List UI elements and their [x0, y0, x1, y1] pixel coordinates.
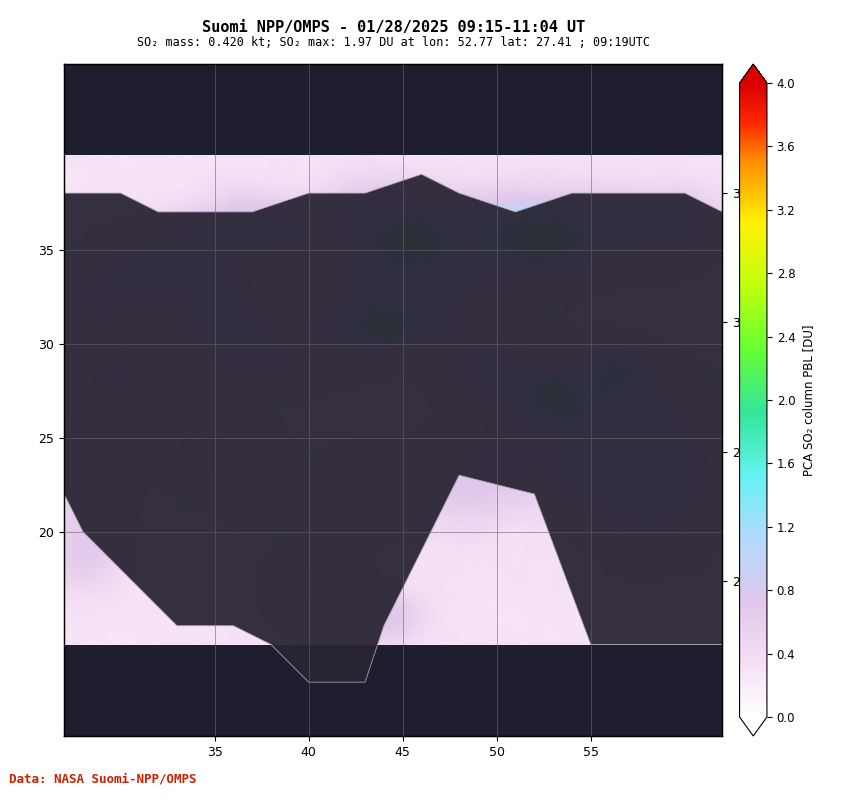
PathPatch shape — [740, 64, 767, 83]
PathPatch shape — [740, 717, 767, 736]
Y-axis label: PCA SO₂ column PBL [DU]: PCA SO₂ column PBL [DU] — [802, 324, 816, 476]
Text: SO₂ mass: 0.420 kt; SO₂ max: 1.97 DU at lon: 52.77 lat: 27.41 ; 09:19UTC: SO₂ mass: 0.420 kt; SO₂ max: 1.97 DU at … — [137, 36, 650, 49]
Text: Suomi NPP/OMPS - 01/28/2025 09:15-11:04 UT: Suomi NPP/OMPS - 01/28/2025 09:15-11:04 … — [202, 20, 585, 35]
Text: Data: NASA Suomi-NPP/OMPS: Data: NASA Suomi-NPP/OMPS — [9, 773, 196, 786]
Polygon shape — [64, 174, 722, 682]
